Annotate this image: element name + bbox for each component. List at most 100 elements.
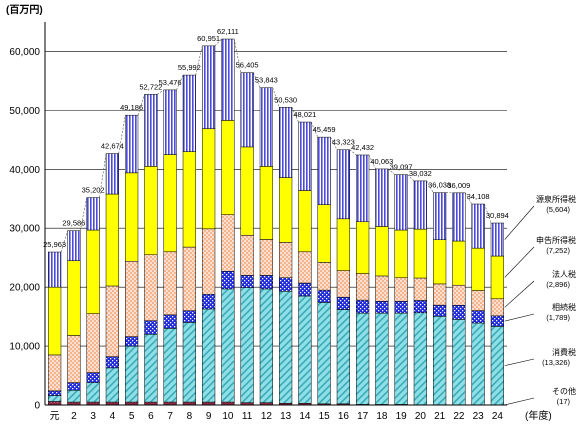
y-tick-label: 20,000: [9, 283, 40, 294]
bar-segment-1: [67, 390, 81, 403]
y-tick-label: 0: [34, 401, 40, 412]
total-guide-line: [330, 137, 338, 150]
bar-segment-2: [279, 277, 293, 292]
bar-segment-4: [67, 260, 81, 336]
x-axis-ticks: 元 2 3 4 5 6 7 8 9 10 11 12 13 14 15 16 17 18 19 20 21 22 23 24: [50, 411, 504, 422]
bar-segment-1: [86, 382, 100, 403]
bar-segment-1: [182, 322, 196, 403]
legend-name: 源泉所得税: [536, 194, 576, 204]
legend-name: 消費税: [552, 347, 576, 357]
bar-segment-2: [490, 315, 504, 327]
bar-segment-5: [86, 197, 100, 231]
bar-segment-4: [471, 247, 485, 291]
legend-value: (5,604): [546, 205, 570, 214]
bar-segment-1: [490, 326, 504, 406]
total-label: 50,530: [274, 95, 297, 104]
x-tick-label: 22: [453, 411, 465, 422]
bar-segment-4: [452, 240, 466, 286]
legend-value: (17): [557, 397, 571, 406]
bar-segment-4: [163, 154, 177, 253]
bar-segment-5: [240, 72, 254, 148]
total-guide-line: [137, 94, 145, 116]
legend-value: (2,896): [546, 280, 570, 289]
bar-segment-4: [86, 229, 100, 314]
x-axis-label: (年度): [525, 409, 552, 422]
bar-segment-5: [413, 180, 427, 230]
bar-segment-5: [433, 192, 447, 240]
bar-segment-5: [182, 74, 196, 152]
legend-leader: [504, 280, 535, 308]
x-tick-label: 2: [71, 411, 77, 422]
total-label: 43,323: [332, 138, 355, 147]
total-guide-line: [407, 174, 415, 182]
x-tick-label: 19: [396, 411, 408, 422]
bar-segment-5: [259, 87, 273, 167]
bar-segment-4: [375, 226, 389, 277]
legend-name: 法人税: [552, 269, 576, 279]
bar-segment-2: [67, 382, 81, 391]
x-tick-label: 9: [206, 411, 212, 422]
bar-segment-3: [375, 275, 389, 302]
y-tick-label: 30,000: [9, 224, 40, 235]
total-guide-line: [118, 115, 126, 154]
total-guide-line: [291, 107, 299, 123]
bar-segment-3: [413, 277, 427, 301]
bar-segment-3: [336, 270, 350, 298]
bar-segment-4: [317, 204, 331, 263]
x-tick-label: 12: [261, 411, 273, 422]
total-guide-line: [60, 230, 68, 253]
bar-segment-5: [163, 89, 177, 155]
bar-segment-4: [182, 151, 196, 248]
bar-segment-1: [240, 287, 254, 403]
total-guide-line: [388, 168, 395, 175]
bar-segment-1: [279, 291, 293, 404]
total-guide-line: [99, 153, 107, 198]
bar-segment-5: [125, 114, 139, 174]
bar-segment-4: [433, 239, 447, 285]
bar-segment-3: [163, 251, 177, 316]
total-label: 36,038: [428, 181, 451, 190]
bar-segment-5: [471, 203, 485, 249]
bar-segment-5: [452, 192, 466, 242]
bar-segment-3: [144, 254, 158, 321]
total-label: 39,097: [390, 163, 413, 172]
bar-segment-4: [125, 172, 139, 262]
bar-segment-3: [221, 214, 235, 272]
legend-value: (13,326): [542, 358, 570, 367]
bar-segment-1: [413, 312, 427, 405]
bar-segment-3: [48, 354, 62, 392]
bar-segment-4: [221, 120, 235, 215]
x-tick-label: 18: [376, 411, 388, 422]
bar-segment-1: [471, 322, 485, 406]
grid-lines: [45, 51, 507, 347]
total-label: 25,963: [43, 240, 66, 249]
total-label: 42,432: [351, 143, 374, 152]
x-tick-label: 24: [492, 411, 504, 422]
bar-segment-5: [144, 94, 158, 167]
legend-value: (1,789): [546, 313, 570, 322]
bar-segment-3: [298, 251, 312, 284]
bar-segment-2: [317, 289, 331, 303]
bar-segment-5: [221, 38, 235, 121]
x-tick-label: 10: [222, 411, 234, 422]
bar-segment-2: [240, 275, 254, 288]
bar-segment-5: [356, 154, 370, 222]
total-label: 52,722: [139, 82, 162, 91]
bar-segment-3: [490, 298, 504, 317]
bar-segment-4: [144, 166, 158, 255]
bar-segment-4: [259, 166, 273, 240]
total-guide-line: [464, 192, 473, 205]
total-label: 49,186: [120, 103, 143, 112]
legend-leader: [504, 313, 535, 322]
bar-segment-2: [105, 356, 119, 369]
bar-segment-1: [394, 312, 408, 405]
bar-segment-1: [375, 312, 389, 405]
bar-segment-5: [317, 136, 331, 205]
total-label: 60,951: [197, 34, 220, 43]
bar-segment-1: [125, 345, 139, 403]
x-tick-label: 4: [110, 411, 116, 422]
x-tick-label: 7: [167, 411, 173, 422]
y-tick-label: 50,000: [9, 106, 40, 117]
total-guide-line: [310, 121, 319, 138]
